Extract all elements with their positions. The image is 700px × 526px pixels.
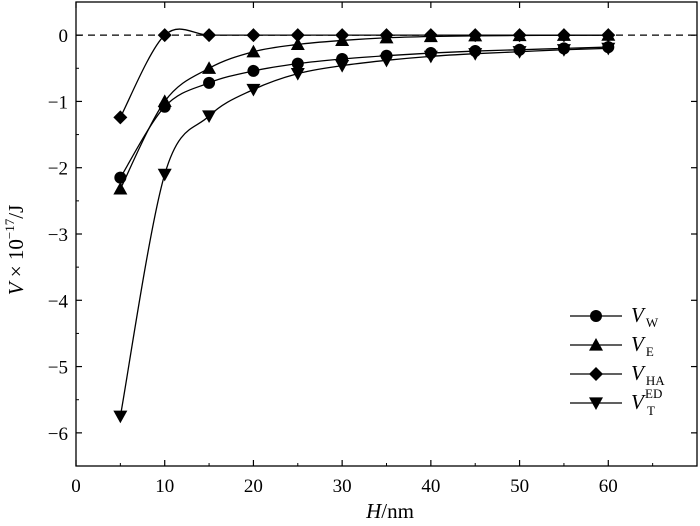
x-tick-label: 30 [333, 476, 352, 497]
data-point-t [246, 83, 261, 97]
data-point-ha [290, 28, 305, 43]
data-point-e [290, 37, 305, 51]
y-tick-label: −5 [48, 358, 68, 379]
data-point-ha [335, 28, 350, 43]
data-point-ha [468, 28, 483, 43]
series-line-e [119, 34, 609, 190]
y-tick-label: −1 [48, 92, 68, 113]
series-line-w [119, 46, 609, 179]
y-axis-label: V × 10−17/J [2, 205, 28, 296]
legend-marker [589, 338, 603, 351]
y-tick-label: −6 [48, 424, 68, 445]
data-point-t [335, 60, 350, 73]
y-tick-label: −4 [48, 291, 69, 312]
y-tick-label: −2 [48, 159, 68, 180]
legend-entry-t: VED T [631, 386, 662, 418]
data-point-ha [157, 28, 172, 43]
data-point-t [113, 410, 128, 424]
plot-area [75, 1, 698, 467]
data-point-t [556, 44, 571, 57]
data-point-w [203, 76, 216, 89]
x-tick-label: 0 [71, 476, 81, 497]
data-point-ha [113, 110, 128, 125]
series-line-ha [119, 28, 609, 118]
data-point-t [468, 48, 483, 61]
series-lines [119, 28, 609, 417]
legend-marker [589, 367, 603, 381]
x-axis-label: H/nm [365, 499, 414, 523]
legend-entry-ha: V HA [631, 361, 665, 388]
data-point-e [246, 44, 261, 58]
data-point-ha [556, 28, 571, 43]
data-point-t [423, 50, 438, 64]
data-point-ha [246, 28, 261, 43]
data-point-t [202, 110, 217, 124]
y-tick-label: −3 [48, 225, 68, 246]
data-point-ha [379, 28, 394, 43]
data-point-w [291, 57, 304, 70]
legend-marker [590, 310, 602, 322]
x-axis: 0 10 20 30 40 50 60 [71, 2, 654, 497]
x-tick-label: 20 [244, 476, 263, 497]
data-point-e [202, 61, 217, 74]
plot-frame [75, 1, 698, 467]
data-point-w [114, 171, 127, 184]
data-point-t [290, 67, 305, 81]
series-markers [113, 28, 616, 424]
data-point-e [113, 181, 128, 195]
series-line-t [119, 47, 609, 417]
data-point-ha [601, 28, 616, 43]
data-point-ha [512, 28, 527, 43]
data-point-t [512, 46, 527, 59]
x-tick-label: 10 [155, 476, 174, 497]
data-point-w [247, 64, 260, 77]
data-point-t [157, 168, 172, 182]
data-point-ha [423, 28, 438, 43]
data-point-e [157, 94, 172, 108]
legend-marker [589, 397, 603, 410]
x-tick-label: 60 [599, 476, 618, 497]
y-axis: 0 −1 −2 −3 −4 −5 −6 [48, 1, 697, 467]
data-point-ha [202, 28, 217, 43]
x-tick-label: 50 [510, 476, 529, 497]
data-point-t [601, 42, 616, 56]
data-point-t [379, 54, 394, 68]
x-tick-label: 40 [421, 476, 440, 497]
y-tick-label: 0 [59, 26, 69, 47]
